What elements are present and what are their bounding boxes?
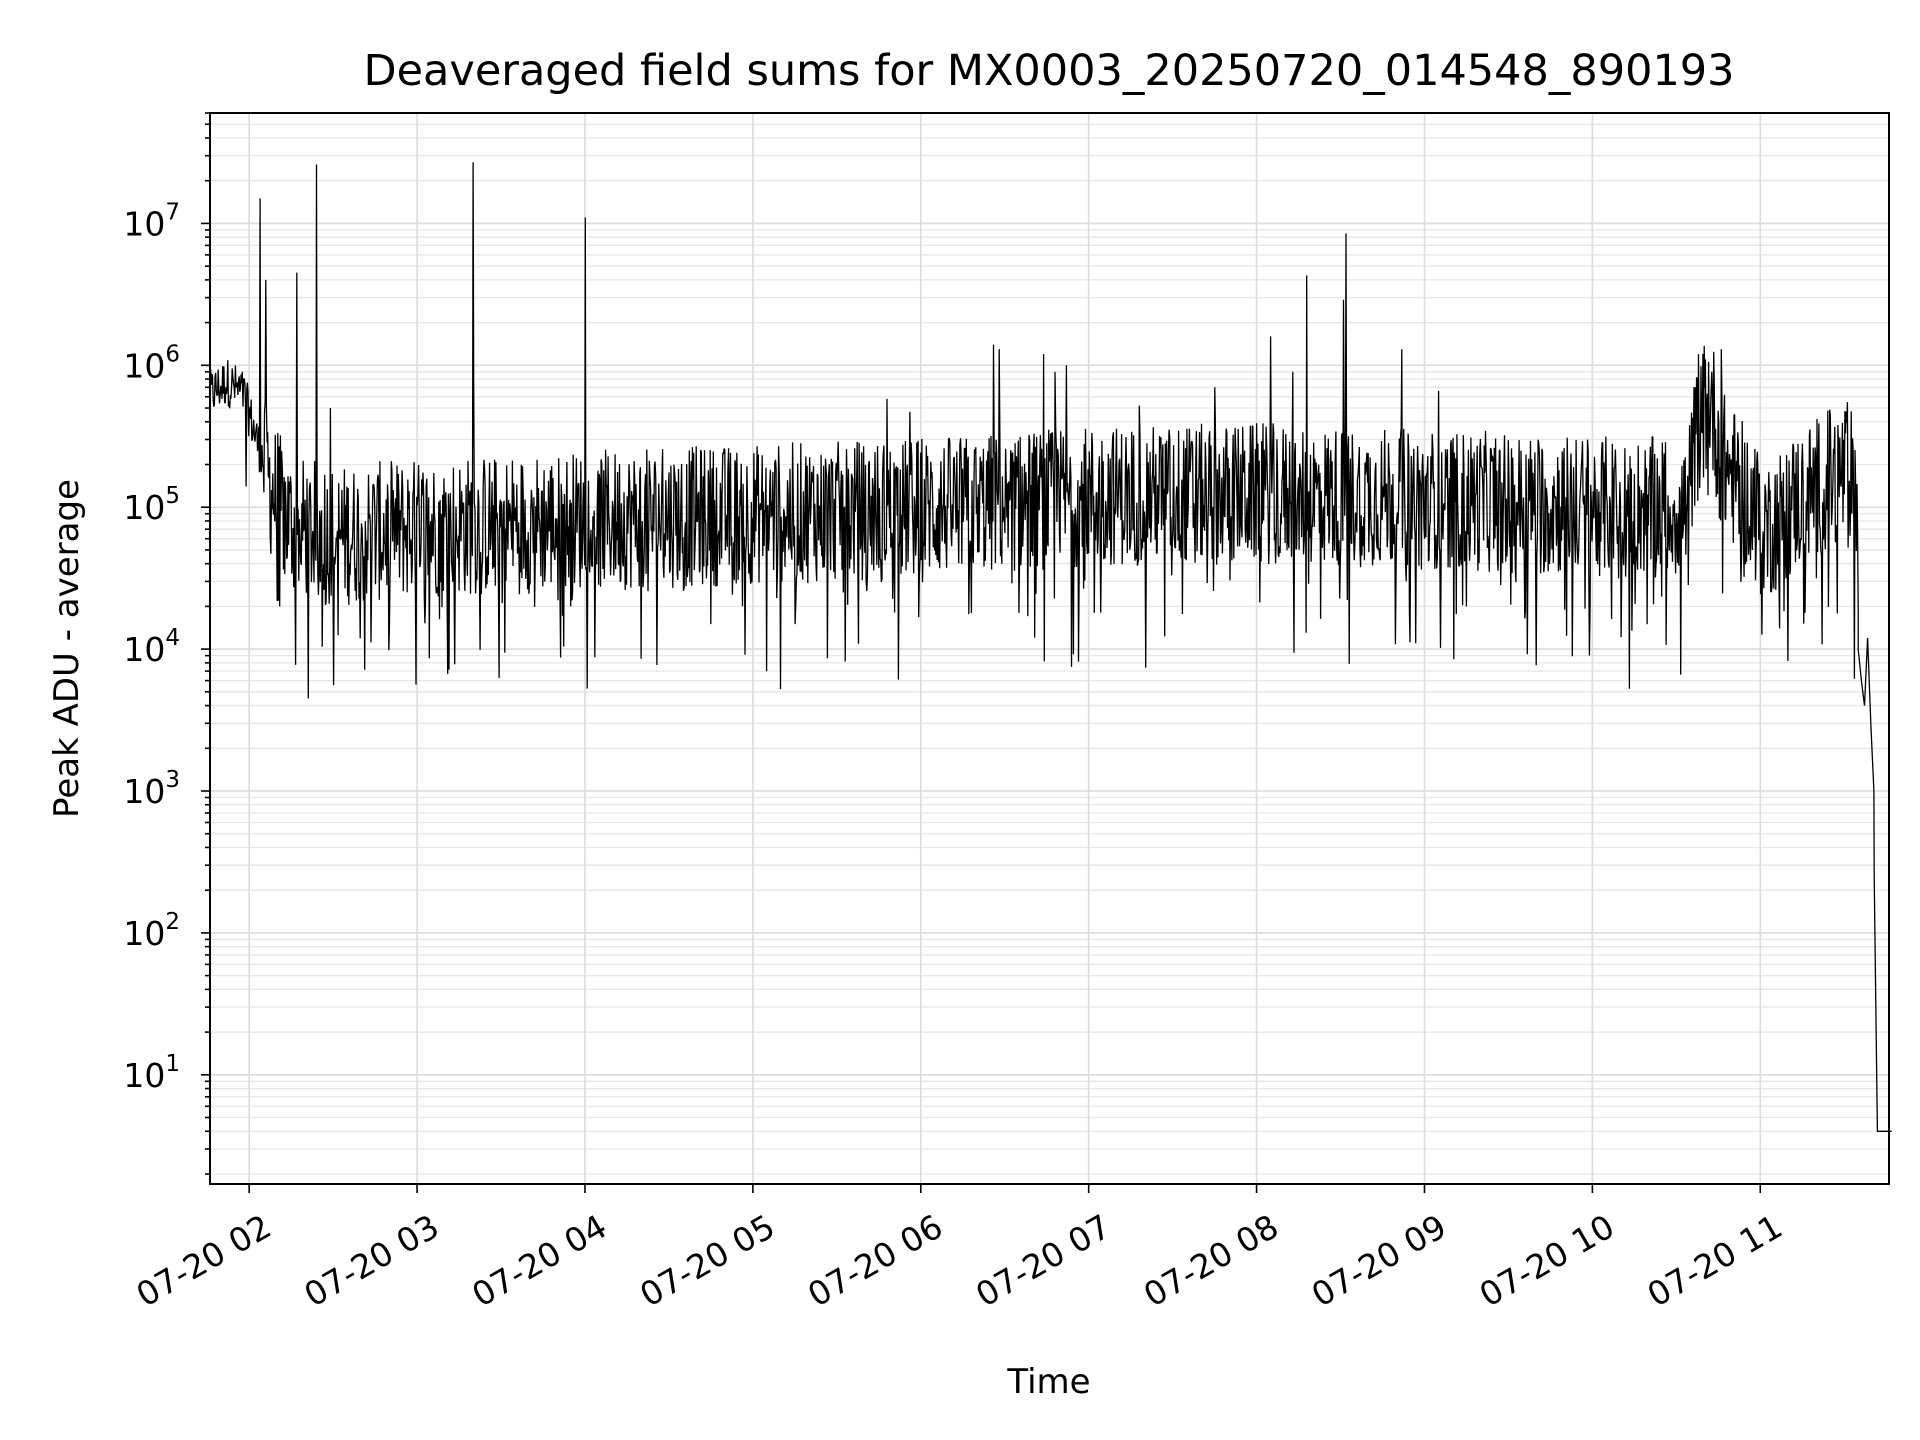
y-tick-label: 105	[123, 483, 180, 527]
y-tick-exponent: 1	[165, 1051, 180, 1077]
y-axis-label: Peak ADU - average	[47, 479, 87, 818]
x-tick-label: 07-20 07	[969, 1207, 1117, 1315]
y-tick-label: 106	[123, 341, 180, 385]
y-tick-exponent: 7	[165, 199, 180, 225]
y-tick-label: 103	[123, 767, 180, 811]
chart-title: Deaveraged field sums for MX0003_2025072…	[363, 46, 1734, 96]
y-tick-label: 107	[123, 199, 180, 243]
x-axis-label: Time	[1006, 1362, 1090, 1402]
x-tick-label: 07-20 11	[1641, 1207, 1789, 1315]
x-tick-label: 07-20 09	[1305, 1207, 1453, 1315]
series-line	[209, 162, 1892, 1132]
series-layer	[209, 162, 1892, 1132]
y-tick-base: 10	[123, 630, 165, 669]
y-tick-base: 10	[123, 488, 165, 527]
x-tick-label: 07-20 06	[801, 1207, 949, 1315]
grid	[210, 112, 1889, 1184]
y-tick-base: 10	[123, 914, 165, 953]
y-tick-exponent: 2	[165, 909, 180, 935]
y-tick-exponent: 5	[165, 483, 180, 509]
y-tick-base: 10	[123, 346, 165, 385]
x-tick-label: 07-20 10	[1473, 1207, 1621, 1315]
y-tick-exponent: 6	[165, 341, 180, 367]
x-tick-label: 07-20 05	[633, 1207, 781, 1315]
y-tick-base: 10	[123, 772, 165, 811]
y-tick-exponent: 4	[165, 625, 180, 651]
y-tick-label: 104	[123, 625, 180, 669]
y-tick-base: 10	[123, 1056, 165, 1095]
x-tick-label: 07-20 08	[1137, 1207, 1285, 1315]
y-tick-label: 102	[123, 909, 180, 953]
y-tick-label: 101	[123, 1051, 180, 1095]
x-tick-label: 07-20 03	[297, 1207, 445, 1315]
y-tick-base: 10	[123, 204, 165, 243]
x-tick-label: 07-20 02	[130, 1207, 278, 1315]
x-tick-label: 07-20 04	[465, 1207, 613, 1315]
x-axis: 07-20 02 07-20 03 07-20 04 07-20 05 07-20 06…	[130, 1184, 1789, 1315]
y-tick-exponent: 3	[165, 767, 180, 793]
